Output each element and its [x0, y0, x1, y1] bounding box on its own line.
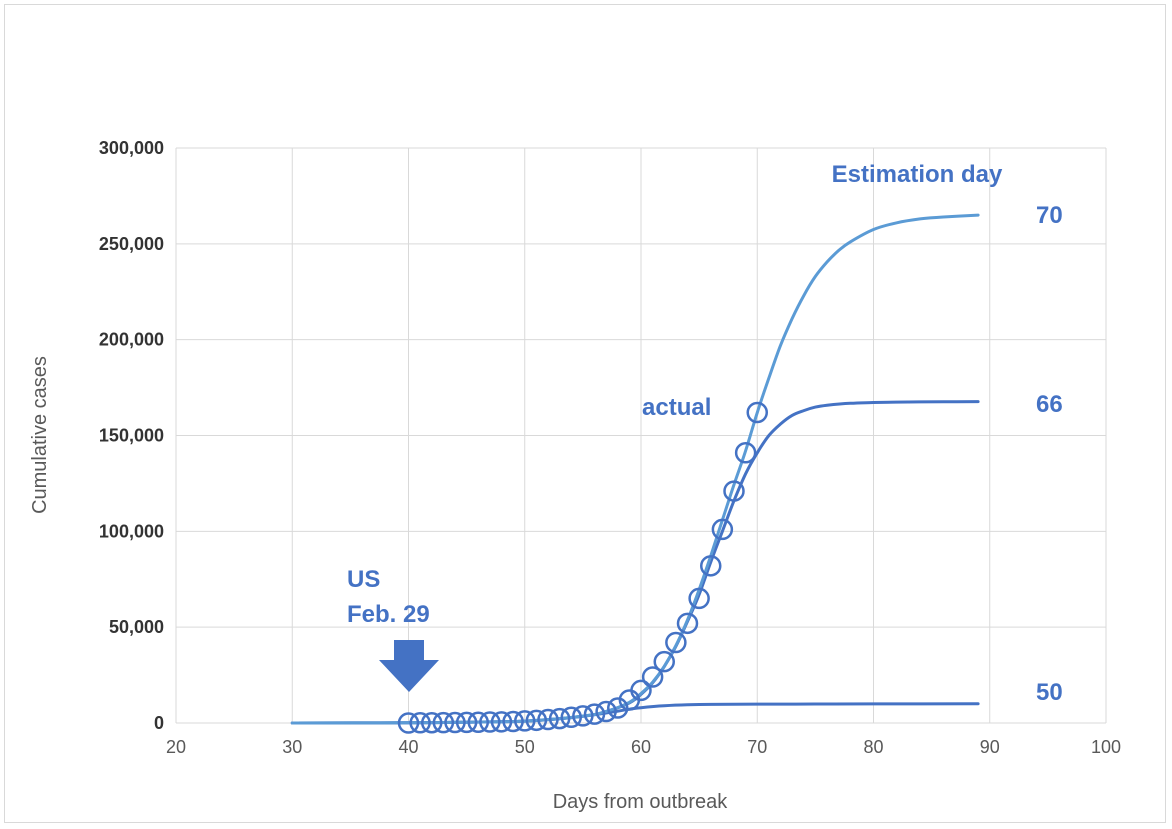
actual-point: [421, 711, 443, 734]
actual-point: [560, 706, 582, 728]
actual-point: [700, 555, 722, 577]
x-tick-label: 30: [282, 737, 302, 757]
x-tick-label: 20: [166, 737, 186, 757]
actual-label: actual: [642, 394, 711, 421]
actual-point: [746, 401, 768, 424]
x-tick-label: 70: [747, 737, 767, 757]
y-axis-title: Cumulative cases: [29, 356, 51, 514]
curve-50-label: 50: [1036, 679, 1063, 706]
x-axis-title: Days from outbreak: [553, 791, 729, 813]
y-tick-label: 50,000: [109, 617, 164, 637]
x-tick-label: 90: [980, 737, 1000, 757]
estimation-day-label: Estimation day: [832, 161, 1003, 188]
actual-point: [490, 711, 513, 733]
actual-point: [397, 712, 420, 734]
actual-point: [723, 480, 745, 502]
actual-point: [583, 703, 606, 725]
actual-markers: [397, 401, 768, 734]
chart-frame: [4, 4, 1166, 823]
actual-point: [572, 705, 594, 727]
actual-point: [711, 518, 734, 541]
actual-point: [665, 631, 687, 654]
actual-point: [641, 666, 664, 688]
us-label: US: [347, 566, 380, 593]
actual-point: [514, 710, 536, 732]
actual-point: [444, 711, 466, 734]
actual-point: [409, 712, 431, 734]
actual-point: [734, 442, 757, 464]
actual-point: [537, 708, 559, 731]
actual-point: [525, 709, 548, 732]
x-tick-label: 50: [515, 737, 535, 757]
actual-point: [432, 711, 455, 734]
actual-point: [502, 710, 524, 733]
series-70-line: [290, 213, 980, 725]
actual-point: [676, 612, 699, 635]
y-tick-labels: 0 50,000 100,000 150,000 200,000 250,000 300,0…: [99, 138, 164, 733]
actual-point: [455, 711, 478, 734]
y-tick-label: 150,000: [99, 426, 164, 446]
x-tick-label: 80: [863, 737, 883, 757]
curve-70-label: 70: [1036, 202, 1063, 229]
grid: [175, 147, 1107, 724]
x-tick-label: 100: [1091, 737, 1121, 757]
actual-point: [467, 711, 489, 733]
actual-point: [548, 707, 571, 730]
y-tick-label: 300,000: [99, 138, 164, 158]
actual-point: [479, 711, 501, 733]
x-tick-label: 60: [631, 737, 651, 757]
feb-29-label: Feb. 29: [347, 601, 430, 628]
y-tick-label: 250,000: [99, 234, 164, 254]
y-tick-label: 0: [154, 713, 164, 733]
y-tick-label: 200,000: [99, 330, 164, 350]
y-tick-label: 100,000: [99, 521, 164, 541]
actual-point: [688, 587, 710, 610]
actual-point: [653, 650, 675, 673]
actual-point: [630, 679, 652, 702]
curve-66-label: 66: [1036, 391, 1063, 418]
x-tick-labels: 20 30 40 50 60 70 80 90 100: [166, 737, 1121, 757]
actual-point: [595, 700, 617, 723]
us-arrow-icon: [379, 640, 439, 692]
x-tick-label: 40: [398, 737, 418, 757]
